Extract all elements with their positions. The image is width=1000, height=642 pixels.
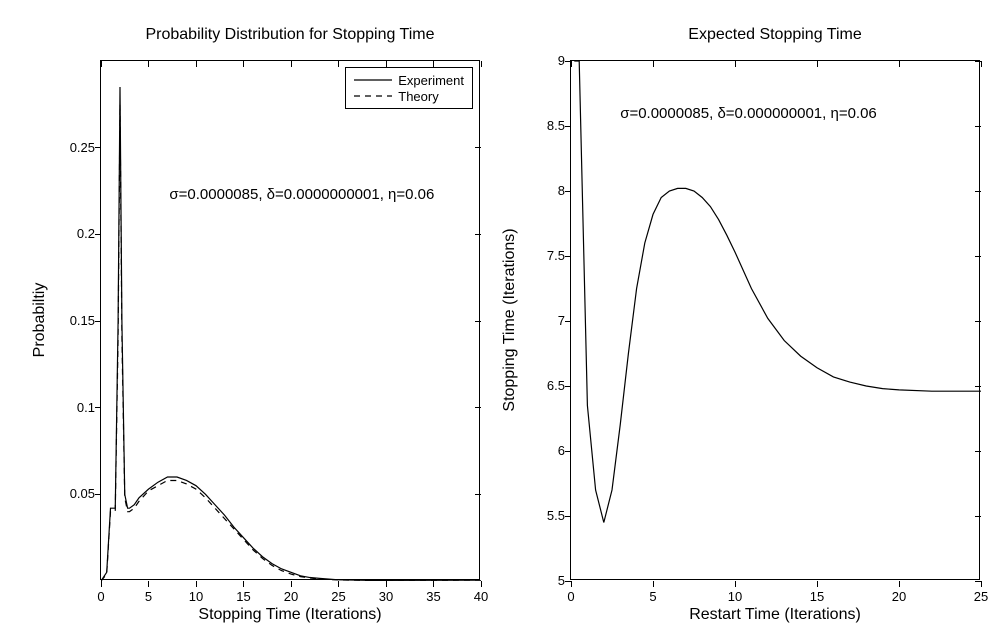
xtick-mark-top bbox=[899, 61, 900, 67]
xtick-mark-top bbox=[981, 61, 982, 67]
right-ylabel: Stopping Time (Iterations) bbox=[501, 228, 519, 411]
xtick-mark bbox=[735, 581, 736, 587]
ytick-label: 8.5 bbox=[531, 118, 565, 133]
xtick-mark-top bbox=[817, 61, 818, 67]
ytick-mark-right bbox=[975, 451, 981, 452]
right-title: Expected Stopping Time bbox=[570, 26, 980, 44]
xtick-label: 15 bbox=[805, 589, 829, 604]
xtick-mark bbox=[653, 581, 654, 587]
right-xlabel: Restart Time (Iterations) bbox=[570, 606, 980, 624]
ytick-mark-right bbox=[975, 61, 981, 62]
right-panel: Expected Stopping Time Stopping Time (It… bbox=[0, 0, 1000, 642]
xtick-mark bbox=[571, 581, 572, 587]
ytick-mark-right bbox=[975, 126, 981, 127]
ytick-mark bbox=[565, 451, 571, 452]
ytick-mark bbox=[565, 386, 571, 387]
xtick-label: 25 bbox=[969, 589, 993, 604]
xtick-mark-top bbox=[653, 61, 654, 67]
ytick-label: 5.5 bbox=[531, 508, 565, 523]
ytick-mark-right bbox=[975, 191, 981, 192]
ytick-label: 7 bbox=[531, 313, 565, 328]
ytick-mark bbox=[565, 256, 571, 257]
right-annotation: σ=0.0000085, δ=0.000000001, η=0.06 bbox=[620, 105, 877, 122]
xtick-mark bbox=[981, 581, 982, 587]
ytick-mark bbox=[565, 321, 571, 322]
ytick-label: 6 bbox=[531, 443, 565, 458]
ytick-label: 7.5 bbox=[531, 248, 565, 263]
ytick-mark bbox=[565, 516, 571, 517]
ytick-mark bbox=[565, 126, 571, 127]
ytick-mark bbox=[565, 61, 571, 62]
xtick-label: 20 bbox=[887, 589, 911, 604]
xtick-mark-top bbox=[735, 61, 736, 67]
ytick-mark-right bbox=[975, 516, 981, 517]
ytick-label: 9 bbox=[531, 53, 565, 68]
right-plot-area: σ=0.0000085, δ=0.000000001, η=0.06 05101… bbox=[570, 60, 980, 580]
figure-container: Probability Distribution for Stopping Ti… bbox=[0, 0, 1000, 642]
ytick-mark-right bbox=[975, 581, 981, 582]
xtick-mark-top bbox=[571, 61, 572, 67]
series-expected bbox=[574, 61, 981, 523]
xtick-label: 0 bbox=[559, 589, 583, 604]
ytick-label: 5 bbox=[531, 573, 565, 588]
xtick-mark bbox=[817, 581, 818, 587]
xtick-label: 5 bbox=[641, 589, 665, 604]
ytick-mark-right bbox=[975, 386, 981, 387]
ytick-label: 8 bbox=[531, 183, 565, 198]
xtick-label: 10 bbox=[723, 589, 747, 604]
ytick-mark bbox=[565, 581, 571, 582]
ytick-label: 6.5 bbox=[531, 378, 565, 393]
ytick-mark bbox=[565, 191, 571, 192]
xtick-mark bbox=[899, 581, 900, 587]
ytick-mark-right bbox=[975, 256, 981, 257]
ytick-mark-right bbox=[975, 321, 981, 322]
right-chart-svg bbox=[571, 61, 981, 581]
